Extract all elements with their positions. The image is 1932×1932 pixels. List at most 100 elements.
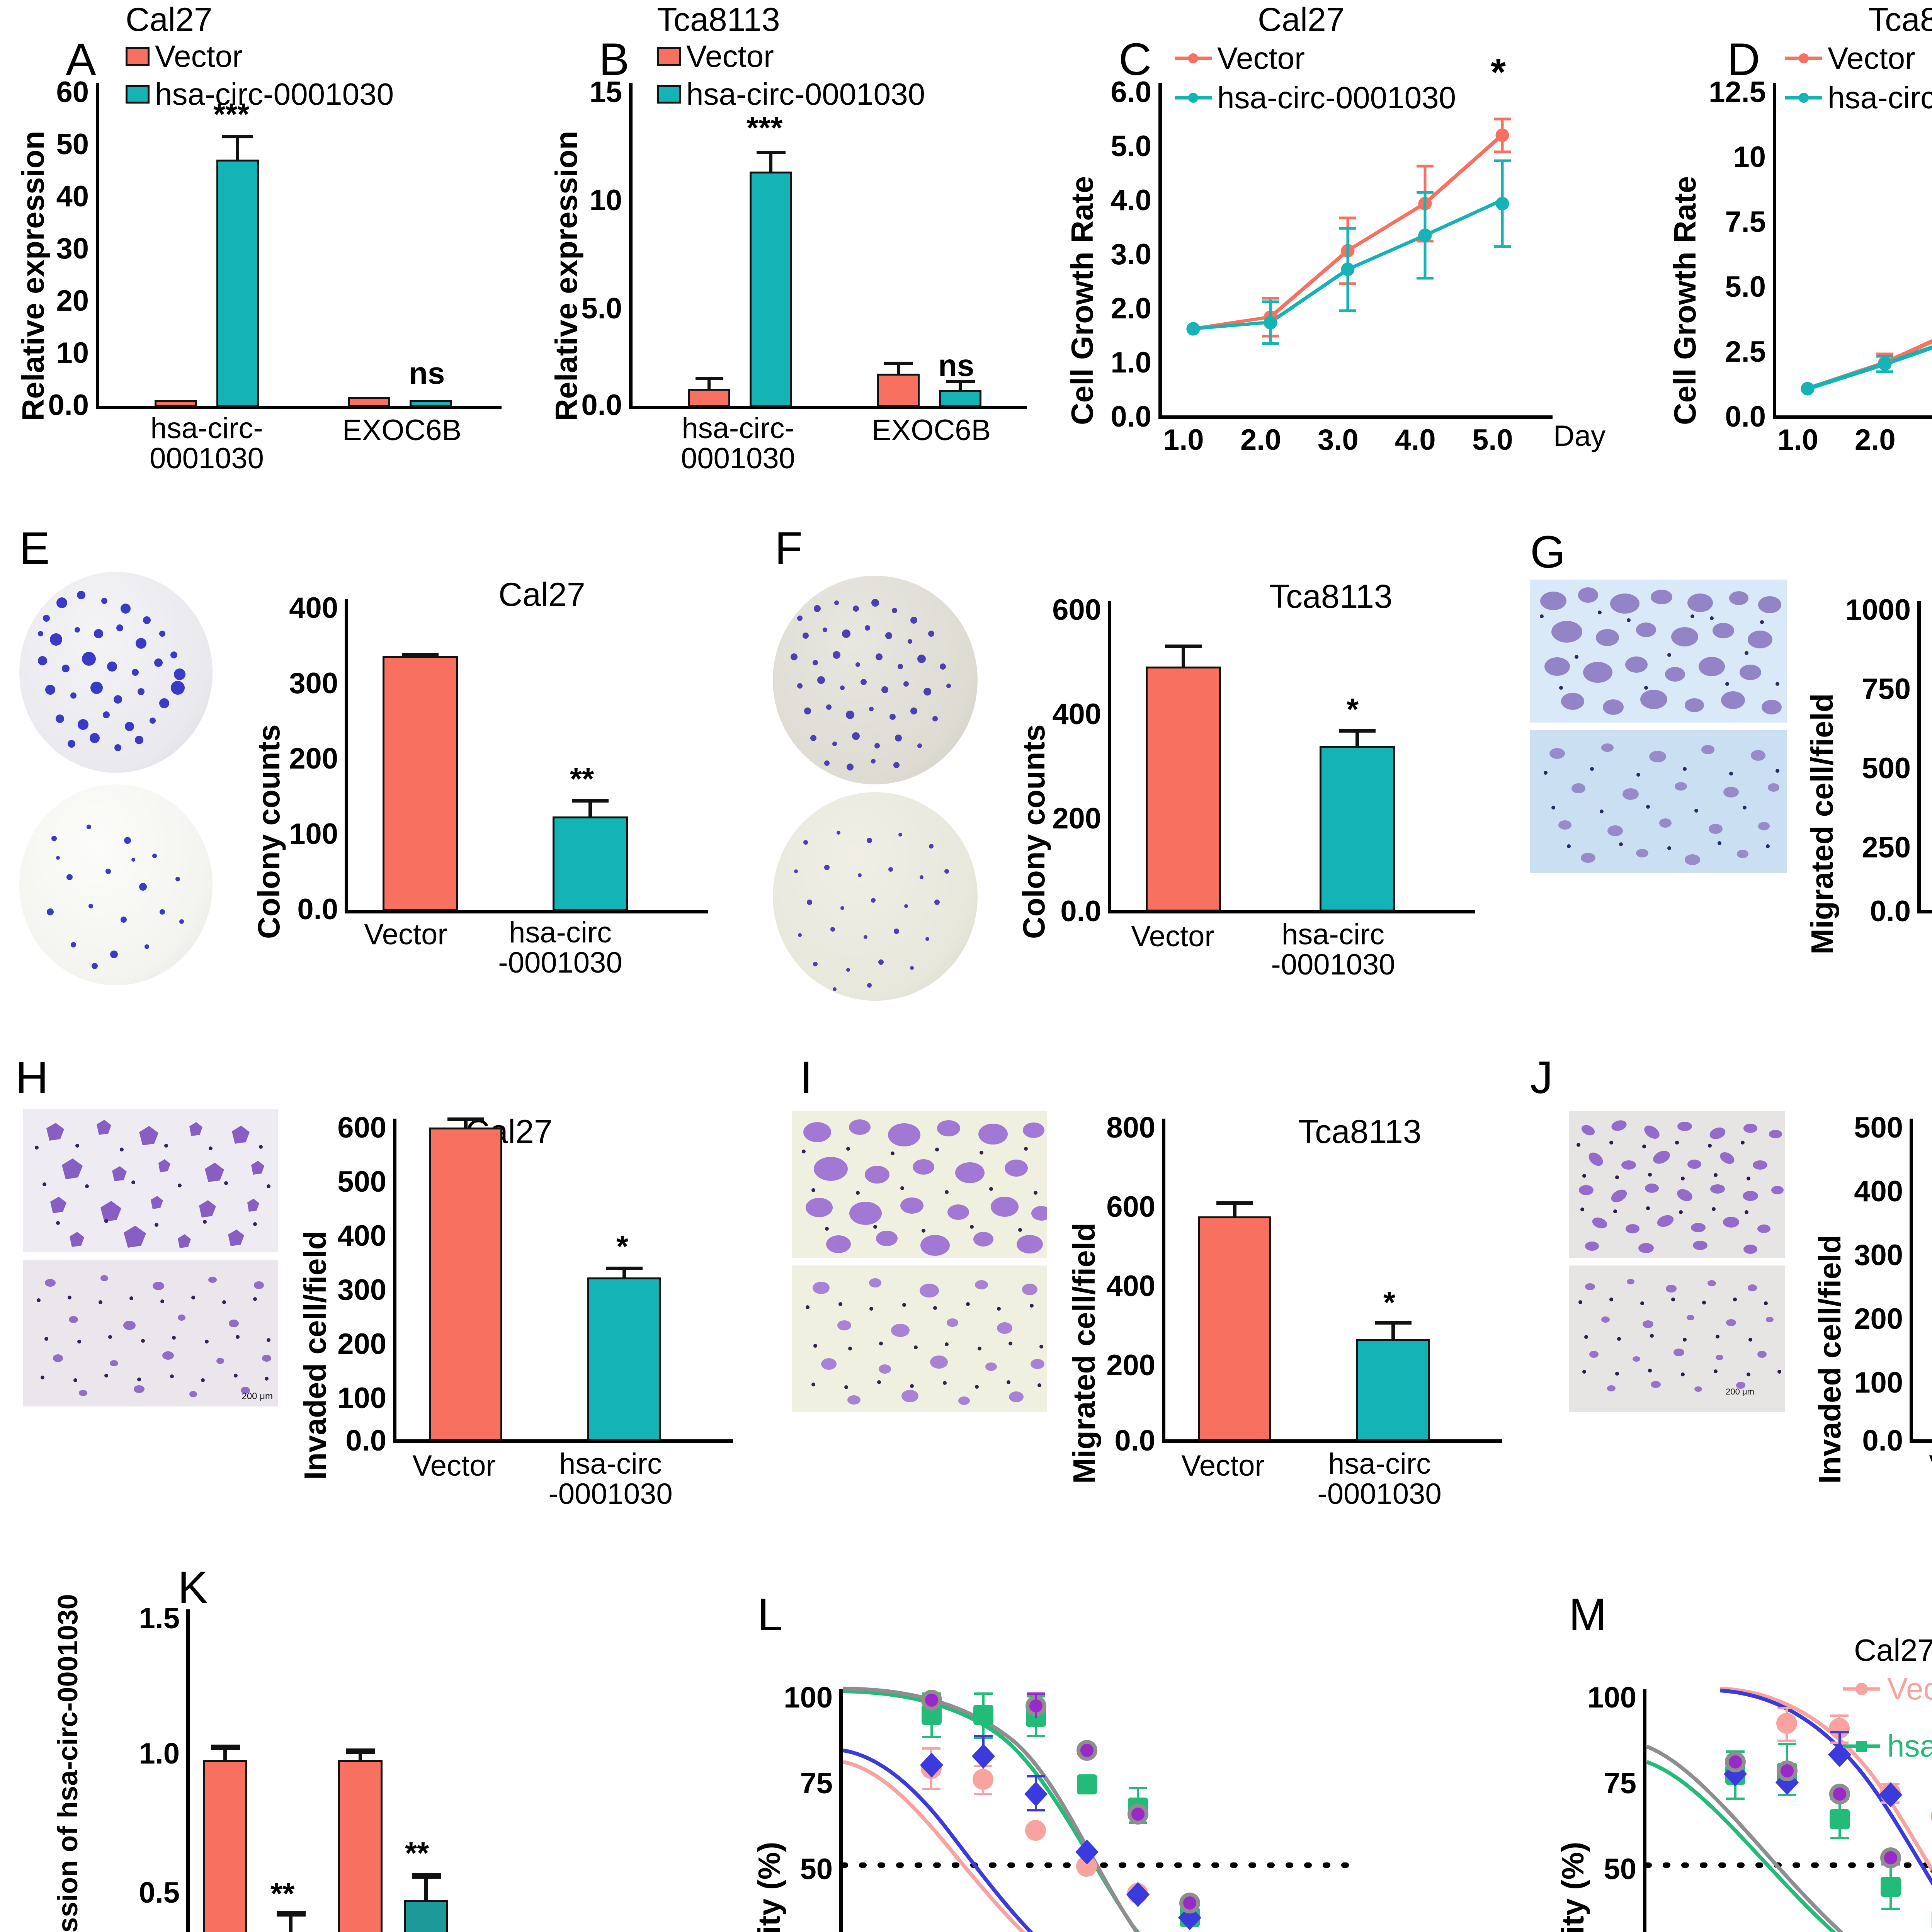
panel-D-ytick-3: 5.0 (1725, 270, 1766, 303)
panel-E-letter: E (19, 523, 50, 574)
panel-F-bar-vector (1146, 667, 1221, 912)
panel-M-legend-1: hsa-circ-0001030 = 14.31 (1887, 1729, 1932, 1763)
panel-A: A Cal27 Vector hsa-circ-0001030 Relative… (0, 0, 541, 502)
panel-K-errcap-cal27r (277, 1911, 306, 1917)
panel-I-err-circ (1391, 1321, 1395, 1340)
panel-G-transwell-image-vector (1530, 580, 1787, 723)
panel-A-ytick-0: 60 (56, 76, 89, 109)
panel-B: B Tca8113 Vector hsa-circ-0001030 Relati… (533, 0, 1047, 502)
panel-B-err-vector-1 (707, 377, 711, 390)
panel-A-bar-vector-2 (348, 397, 390, 407)
panel-J-letter: J (1530, 1052, 1553, 1103)
panel-C-ytick-0: 6.0 (1111, 76, 1151, 109)
panel-G-ytick-0: 1000 (1845, 594, 1911, 626)
panel-C-ytick-3: 3.0 (1111, 238, 1151, 271)
panel-C-x-axis (1158, 415, 1553, 419)
panel-I: I Tca8113 Migrated cell/field 800 600 40… (761, 1051, 1526, 1561)
panel-E-ytick-4: 0.0 (297, 893, 338, 926)
legend-marker-cal27r-circ (1843, 1741, 1880, 1752)
panel-F-bar-circ (1320, 746, 1395, 912)
legend-marker-vector (1785, 53, 1822, 63)
panel-E-title: Cal27 (498, 576, 585, 613)
panel-L-y-axis (839, 1689, 843, 1932)
panel-C-xtick-0: 1.0 (1163, 423, 1204, 456)
panel-K-ytick-2: 0.5 (139, 1876, 180, 1909)
panel-J-ytick-2: 300 (1854, 1239, 1903, 1272)
panel-B-errcap-vector-1 (696, 377, 723, 380)
panel-J-y-axis (1910, 1119, 1913, 1441)
panel-B-bar-vector-1 (688, 389, 730, 407)
panel-I-y-axis (1162, 1119, 1165, 1441)
panel-K-errcap-cal27p (211, 1745, 240, 1750)
panel-K-xcat-1: Cal27 R (230, 1921, 386, 1932)
panel-K: K Relative expression of hsa-circ-000103… (12, 1565, 707, 1932)
panel-D-ytick-2: 7.5 (1725, 206, 1766, 238)
panel-I-title: Tca8113 (1298, 1113, 1422, 1150)
panel-C-legend: Vector hsa-circ-0001030 (1175, 41, 1456, 116)
panel-G-ytick-1: 750 (1862, 673, 1911, 706)
panel-I-ytick-4: 0.0 (1114, 1424, 1155, 1457)
panel-K-errcap-tca8113p (346, 1748, 375, 1754)
panel-F-ytick-1: 400 (1052, 698, 1101, 731)
panel-D-ytick-5: 0.0 (1725, 400, 1766, 433)
panel-K-errcap-tca8113r (412, 1873, 441, 1879)
panel-K-ytick-1: 1.0 (139, 1737, 180, 1770)
panel-J-x-axis (1910, 1439, 1932, 1443)
panel-J-transwell-image-circ: 200 μm (1569, 1265, 1785, 1412)
panel-F-err-vector (1182, 645, 1185, 668)
legend-label-circ: hsa-circ-0001030 (1828, 80, 1932, 115)
legend-marker-cal27r-vector (1843, 1683, 1880, 1695)
panel-A-bar-vector-1 (155, 400, 197, 407)
panel-I-ytick-0: 800 (1106, 1111, 1155, 1144)
panel-K-y-axis (186, 1609, 190, 1932)
panel-E-errcap-circ (572, 799, 609, 803)
panel-E-sig: ** (570, 762, 594, 796)
panel-A-letter: A (66, 34, 96, 85)
panel-B-errcap-circ-1 (757, 151, 786, 154)
panel-C-ytick-6: 0.0 (1111, 400, 1151, 433)
panel-H-x-axis (393, 1439, 733, 1443)
panel-I-errcap-circ (1375, 1321, 1412, 1325)
panel-C-x-axis-title: Day (1553, 420, 1606, 452)
panel-A-ytick-1: 50 (56, 128, 89, 161)
panel-B-ytick-1: 10 (589, 184, 622, 217)
panel-K-err-tca8113r (424, 1876, 428, 1901)
panel-D-ytick-1: 10 (1733, 141, 1766, 173)
panel-I-x-axis (1162, 1439, 1502, 1443)
legend-swatch-vector (126, 47, 150, 66)
panel-F: F Tca8113 Colony counts 600 400 200 0.0 (769, 522, 1526, 1032)
panel-H-errcap-circ (606, 1267, 643, 1270)
panel-H-xcat-0: Vector (412, 1449, 496, 1482)
panel-C-ytick-2: 4.0 (1111, 184, 1151, 217)
panel-A-title: Cal27 (126, 1, 213, 38)
legend-label-circ: hsa-circ-0001030 (1217, 80, 1456, 115)
legend-marker-circ (1175, 93, 1212, 103)
panel-K-bar-tca8113p (338, 1760, 383, 1932)
panel-C-plot (1186, 117, 1511, 345)
panel-M-group2-header: Tca8113 R (1660, 1928, 1932, 1932)
panel-E-ytick-0: 400 (289, 592, 338, 624)
panel-F-title: Tca8113 (1269, 578, 1393, 615)
panel-M-ytick-0: 100 (1587, 1681, 1636, 1714)
panel-H-letter: H (15, 1052, 49, 1103)
panel-F-y-axis (1108, 601, 1111, 912)
panel-H-ytick-6: 0.0 (345, 1424, 386, 1457)
panel-A-bar-circ-1 (216, 160, 259, 407)
panel-I-errcap-vector (1216, 1201, 1253, 1205)
panel-A-ytick-2: 40 (56, 180, 89, 213)
panel-C-xtick-3: 4.0 (1395, 423, 1436, 456)
panel-M-ytick-1: 75 (1604, 1767, 1636, 1800)
panel-E-x-axis (345, 910, 708, 913)
panel-G-ytick-3: 250 (1862, 831, 1911, 864)
panel-C-xtick-4: 5.0 (1472, 423, 1513, 456)
panel-G-x-axis (1917, 910, 1932, 913)
panel-D-xtick-1: 2.0 (1855, 423, 1896, 456)
panel-H-transwell-image-vector (23, 1109, 278, 1252)
panel-I-xcat-1: hsa-circ -0001030 (1317, 1447, 1442, 1510)
panel-H-scale-bar: 200 μm (242, 1391, 273, 1401)
legend-label-vector: Vector (686, 39, 774, 73)
panel-J-ytick-4: 100 (1854, 1366, 1903, 1399)
panel-A-errcap-circ-1 (222, 135, 253, 138)
panel-K-sig-tca8113r: ** (405, 1836, 429, 1870)
panel-K-err-cal27r (289, 1914, 293, 1932)
